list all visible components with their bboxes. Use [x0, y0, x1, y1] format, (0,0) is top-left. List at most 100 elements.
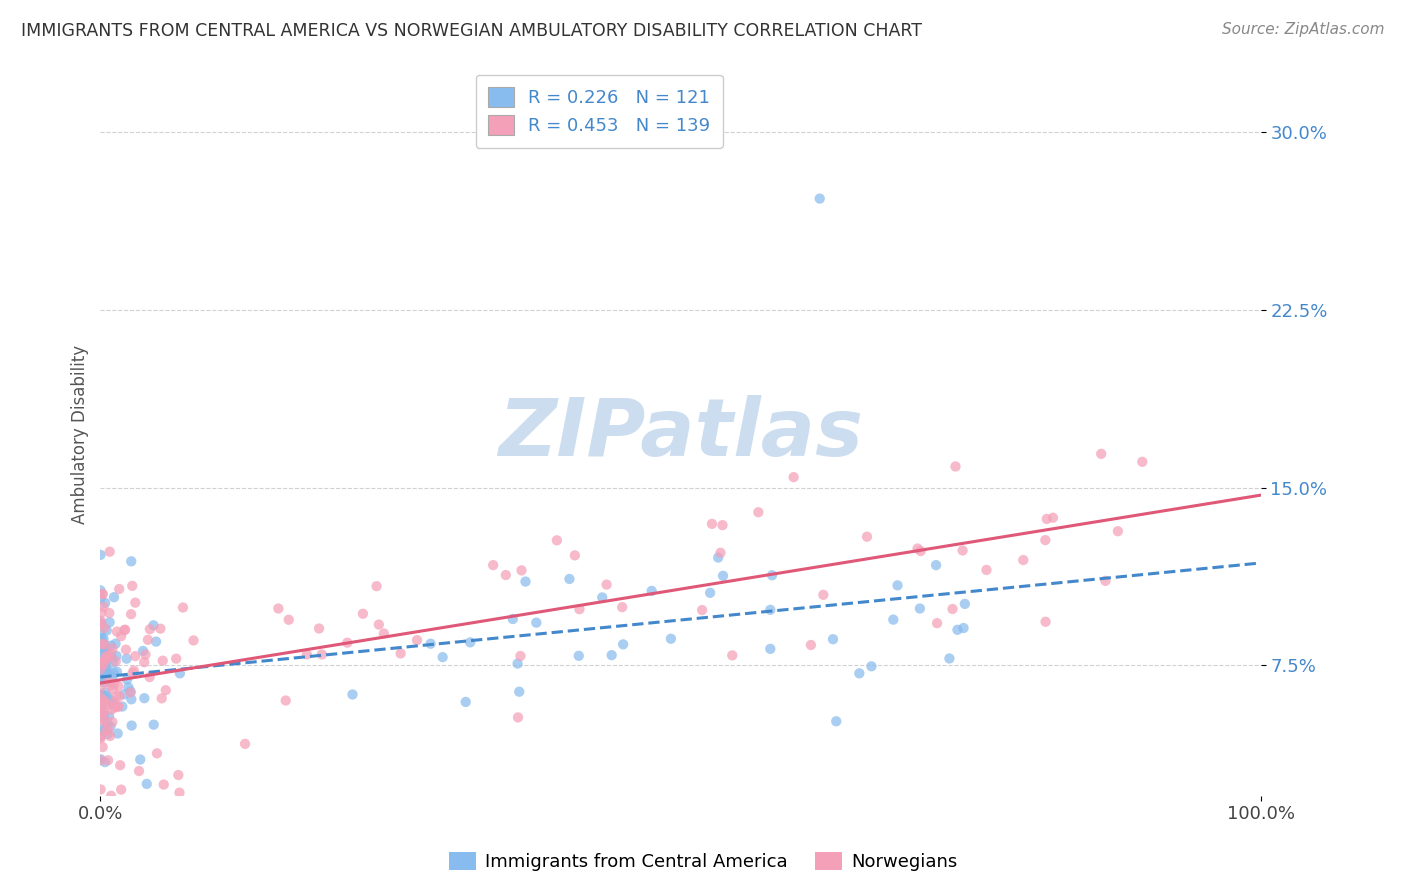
Point — [591, 591, 613, 605]
Point — [508, 684, 530, 698]
Point — [1036, 512, 1059, 526]
Point — [93, 711, 115, 725]
Point — [907, 541, 929, 556]
Point — [93, 647, 115, 661]
Point — [952, 543, 974, 558]
Point — [952, 621, 974, 635]
Point — [108, 582, 131, 596]
Point — [89, 666, 111, 681]
Legend: R = 0.226   N = 121, R = 0.453   N = 139: R = 0.226 N = 121, R = 0.453 N = 139 — [475, 75, 723, 148]
Point — [101, 641, 124, 656]
Point — [134, 691, 156, 706]
Text: ZIPatlas: ZIPatlas — [498, 395, 863, 474]
Point — [1090, 447, 1112, 461]
Point — [976, 563, 998, 577]
Point — [882, 613, 904, 627]
Point — [953, 597, 976, 611]
Point — [96, 643, 118, 657]
Point — [1042, 510, 1064, 524]
Point — [90, 705, 112, 719]
Point — [502, 612, 524, 626]
Point — [274, 693, 297, 707]
Point — [495, 568, 517, 582]
Point — [90, 614, 112, 628]
Point — [311, 648, 333, 662]
Point — [90, 646, 112, 660]
Point — [169, 786, 191, 800]
Point — [91, 699, 114, 714]
Point — [233, 737, 256, 751]
Point — [813, 588, 835, 602]
Point — [96, 689, 118, 703]
Point — [97, 674, 120, 689]
Point — [1107, 524, 1129, 539]
Point — [103, 666, 125, 681]
Point — [94, 661, 117, 675]
Point — [114, 623, 136, 637]
Point — [100, 789, 122, 803]
Point — [112, 687, 135, 701]
Point — [89, 668, 111, 682]
Point — [97, 753, 120, 767]
Point — [149, 622, 172, 636]
Point — [98, 606, 121, 620]
Point — [122, 664, 145, 678]
Point — [150, 691, 173, 706]
Point — [146, 747, 169, 761]
Point — [103, 656, 125, 670]
Point — [128, 764, 150, 778]
Y-axis label: Ambulatory Disability: Ambulatory Disability — [72, 345, 89, 524]
Point — [120, 684, 142, 698]
Point — [90, 752, 112, 766]
Point — [117, 681, 139, 695]
Point — [100, 719, 122, 733]
Point — [167, 768, 190, 782]
Point — [111, 699, 134, 714]
Point — [120, 607, 142, 622]
Point — [93, 621, 115, 635]
Point — [93, 706, 115, 720]
Point — [759, 641, 782, 656]
Point — [129, 752, 152, 766]
Point — [90, 632, 112, 646]
Point — [97, 651, 120, 665]
Point — [100, 678, 122, 692]
Point — [94, 653, 117, 667]
Point — [90, 656, 112, 670]
Point — [700, 516, 723, 531]
Point — [91, 637, 114, 651]
Point — [506, 710, 529, 724]
Point — [101, 714, 124, 729]
Point — [136, 632, 159, 647]
Point — [93, 599, 115, 614]
Point — [1130, 455, 1153, 469]
Point — [91, 665, 114, 679]
Point — [110, 782, 132, 797]
Point — [94, 596, 117, 610]
Point — [1094, 574, 1116, 588]
Point — [90, 698, 112, 713]
Point — [800, 638, 823, 652]
Point — [91, 714, 114, 728]
Point — [93, 637, 115, 651]
Point — [93, 657, 115, 672]
Point — [107, 726, 129, 740]
Point — [366, 579, 388, 593]
Point — [856, 530, 879, 544]
Point — [103, 677, 125, 691]
Point — [659, 632, 682, 646]
Point — [108, 689, 131, 703]
Point — [89, 698, 111, 713]
Point — [93, 638, 115, 652]
Point — [100, 639, 122, 653]
Point — [152, 654, 174, 668]
Point — [91, 693, 114, 707]
Point — [121, 718, 143, 732]
Point — [89, 697, 111, 711]
Point — [105, 624, 128, 639]
Point — [105, 689, 128, 703]
Point — [432, 650, 454, 665]
Point — [121, 665, 143, 680]
Point — [89, 655, 111, 669]
Point — [595, 577, 617, 591]
